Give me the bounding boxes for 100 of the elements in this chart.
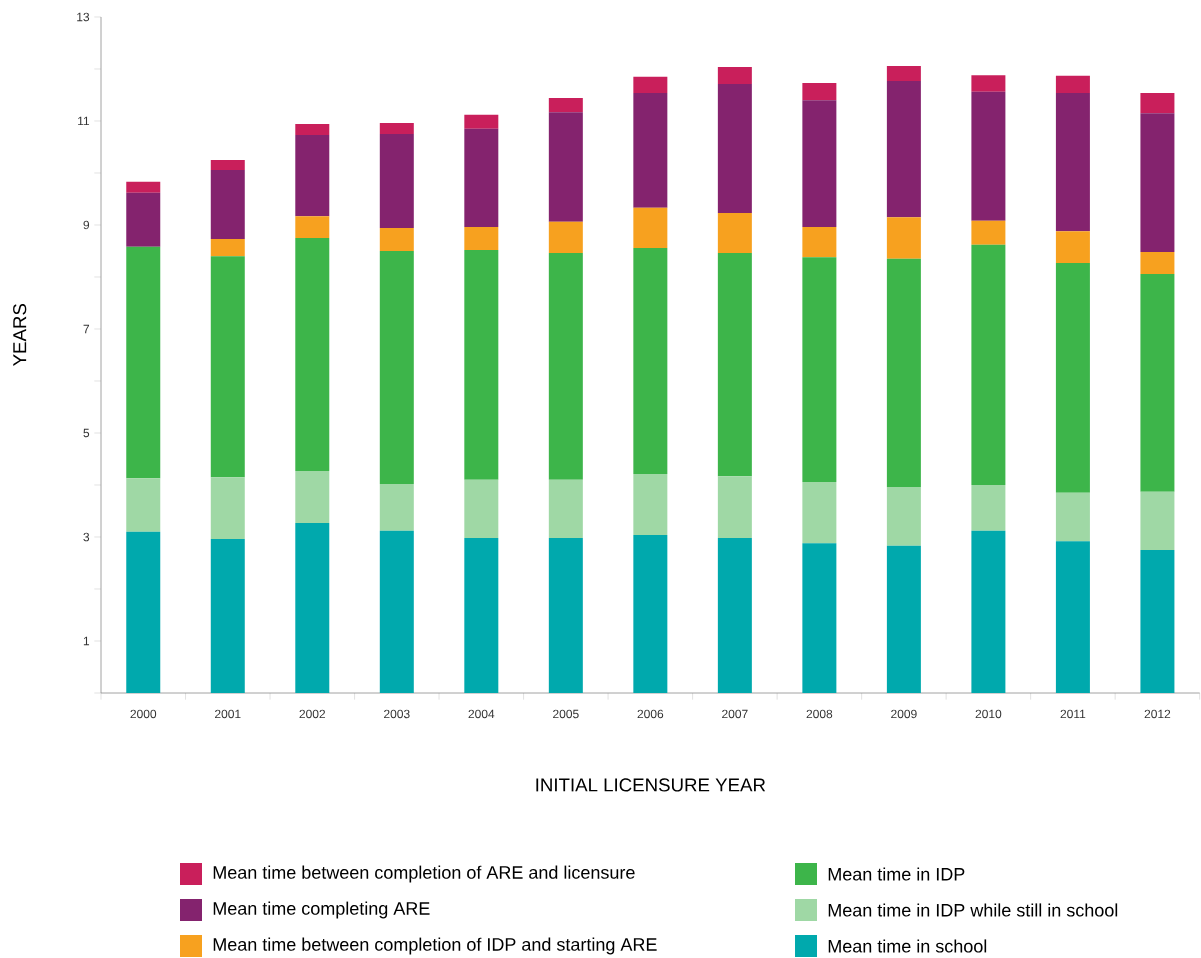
- bar: [379, 530, 414, 693]
- bar: [971, 91, 1006, 221]
- x-tick-label: 2007: [722, 709, 748, 719]
- x-tick-label: 2003: [384, 709, 410, 719]
- bar: [1055, 492, 1090, 542]
- legend-label: Mean time between completion of ARE and licensure: [213, 865, 635, 883]
- bar: [633, 92, 668, 208]
- x-tick-label: 2002: [299, 709, 326, 719]
- x-tick-label: 2004: [468, 709, 495, 719]
- y-tick-label: 5: [83, 428, 90, 438]
- bar: [548, 253, 583, 480]
- bar: [464, 128, 499, 228]
- y-tick-label: 9: [83, 220, 90, 230]
- x-tick-label: 2006: [637, 709, 664, 719]
- bar: [295, 216, 330, 238]
- bar: [802, 257, 837, 482]
- x-tick-label: 2000: [130, 709, 157, 719]
- x-tick-label: 2001: [215, 709, 241, 719]
- bar: [1055, 262, 1090, 493]
- bar: [971, 485, 1006, 531]
- bar: [464, 249, 499, 480]
- bar: [886, 80, 921, 218]
- bar: [1140, 491, 1175, 550]
- bar: [633, 207, 668, 248]
- bar: [464, 538, 499, 693]
- bar: [1140, 550, 1175, 693]
- bar: [210, 169, 245, 240]
- bar: [1055, 541, 1090, 693]
- bar: [971, 75, 1006, 92]
- bar: [802, 83, 837, 101]
- bar: [1140, 273, 1175, 492]
- bar: [717, 253, 752, 477]
- y-tick-label: 13: [77, 12, 90, 22]
- bar: [295, 238, 330, 471]
- bar: [717, 538, 752, 693]
- bar: [548, 221, 583, 254]
- bar: [210, 160, 245, 170]
- bar: [464, 114, 499, 129]
- y-axis-title: YEARS: [13, 303, 27, 366]
- bar: [886, 217, 921, 259]
- y-tick-label: 11: [78, 116, 90, 126]
- bar: [633, 534, 668, 693]
- bar: [464, 479, 499, 539]
- bar: [126, 531, 161, 693]
- bar: [717, 66, 752, 85]
- bar: [548, 479, 583, 539]
- bar: [1055, 75, 1090, 93]
- bar: [971, 530, 1006, 693]
- bar: [126, 246, 161, 479]
- bar: [886, 65, 921, 81]
- bar: [717, 476, 752, 539]
- x-tick-label: 2005: [553, 709, 579, 719]
- x-tick-label: 2010: [975, 709, 1002, 719]
- bar: [295, 470, 330, 523]
- bar: [379, 483, 414, 531]
- bar: [295, 135, 330, 217]
- bar: [802, 481, 837, 544]
- bar: [1055, 231, 1090, 263]
- bar: [802, 227, 837, 258]
- bar: [1140, 113, 1175, 253]
- bar: [210, 256, 245, 478]
- bar: [802, 100, 837, 228]
- bar: [1055, 92, 1090, 232]
- legend-label: Mean time in IDP: [828, 867, 965, 881]
- bar: [633, 76, 668, 93]
- x-tick-label: 2011: [1060, 709, 1086, 719]
- x-axis-title: INITIAL LICENSURE YEAR: [536, 778, 766, 792]
- legend-label: Mean time in IDP while still in school: [828, 903, 1118, 917]
- bar: [802, 543, 837, 693]
- bar: [548, 112, 583, 222]
- legend-label: Mean time in school: [828, 939, 987, 953]
- bar: [379, 251, 414, 484]
- x-tick-label: 2008: [806, 709, 833, 719]
- y-tick-label: 3: [83, 532, 90, 542]
- bar: [548, 98, 583, 113]
- legend-label: Mean time between completion of IDP and starting ARE: [213, 937, 657, 955]
- bar: [126, 181, 161, 193]
- y-tick-label: 7: [83, 324, 90, 334]
- bar: [886, 487, 921, 546]
- bar: [971, 244, 1006, 485]
- bar: [126, 192, 161, 247]
- bar: [295, 124, 330, 136]
- bar: [295, 522, 330, 693]
- bar: [633, 247, 668, 475]
- bar: [1140, 92, 1175, 114]
- bar: [886, 545, 921, 693]
- y-tick-label: 1: [83, 636, 90, 646]
- x-tick-label: 2009: [891, 709, 917, 719]
- legend-label: Mean time completing ARE: [213, 901, 430, 919]
- bar: [548, 538, 583, 693]
- bar: [379, 123, 414, 134]
- bar: [379, 133, 414, 229]
- bar: [717, 213, 752, 254]
- x-tick-label: 2012: [1144, 709, 1171, 719]
- bar: [1140, 252, 1175, 274]
- bar: [210, 539, 245, 693]
- bar: [971, 220, 1006, 245]
- bar: [379, 228, 414, 251]
- bar: [210, 239, 245, 257]
- bar: [886, 258, 921, 488]
